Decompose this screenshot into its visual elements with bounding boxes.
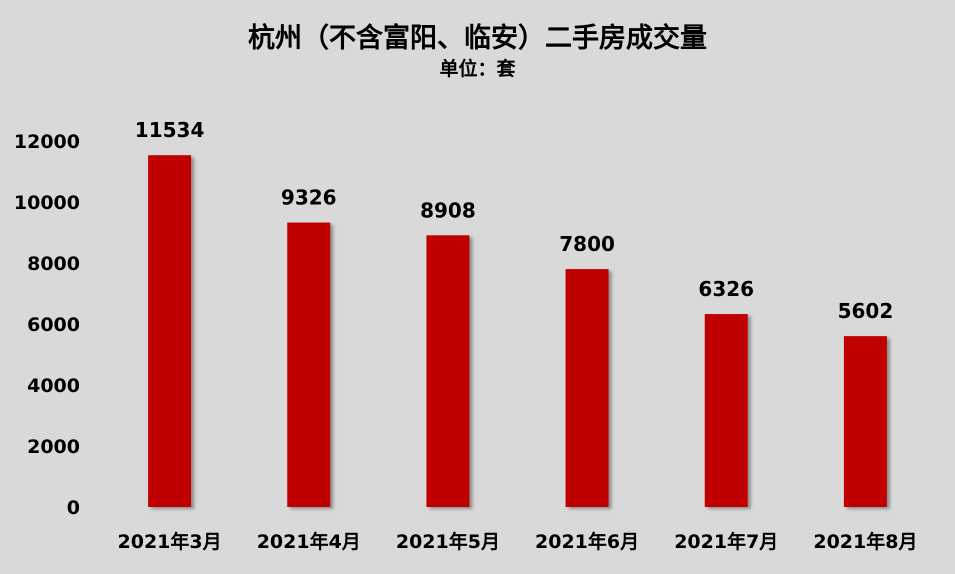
bar-0 — [148, 155, 192, 507]
x-tick-label-1: 2021年4月 — [257, 530, 361, 553]
x-tick-label-0: 2021年3月 — [118, 530, 222, 553]
bar-3 — [565, 269, 609, 507]
x-tick-label-2: 2021年5月 — [396, 530, 500, 553]
y-tick-label-6: 12000 — [14, 131, 80, 153]
bar-2 — [426, 235, 470, 507]
chart-subtitle: 单位：套 — [439, 58, 516, 80]
bar-5 — [843, 336, 887, 507]
y-tick-label-4: 8000 — [27, 253, 80, 275]
y-tick-label-0: 0 — [67, 497, 80, 519]
data-label-5: 5602 — [838, 299, 894, 323]
chart-title: 杭州（不含富阳、临安）二手房成交量 — [248, 23, 707, 54]
data-label-1: 9326 — [281, 186, 337, 210]
data-label-3: 7800 — [559, 232, 615, 256]
bars — [148, 155, 887, 507]
y-tick-label-2: 4000 — [27, 375, 80, 397]
y-tick-label-1: 2000 — [27, 436, 80, 458]
bar-4 — [704, 314, 748, 507]
data-label-0: 11534 — [135, 118, 205, 142]
data-label-4: 6326 — [698, 277, 754, 301]
data-label-2: 8908 — [420, 198, 476, 222]
x-tick-label-3: 2021年6月 — [535, 530, 639, 553]
y-axis: 0 2000 4000 6000 8000 10000 12000 — [14, 131, 80, 519]
data-labels: 11534 9326 8908 7800 6326 5602 — [135, 118, 893, 323]
x-tick-label-5: 2021年8月 — [813, 530, 917, 553]
y-tick-label-3: 6000 — [27, 314, 80, 336]
y-tick-label-5: 10000 — [14, 192, 80, 214]
x-tick-label-4: 2021年7月 — [674, 530, 778, 553]
bar-1 — [287, 222, 331, 507]
x-axis: 2021年3月 2021年4月 2021年5月 2021年6月 2021年7月 2021年… — [118, 530, 918, 553]
